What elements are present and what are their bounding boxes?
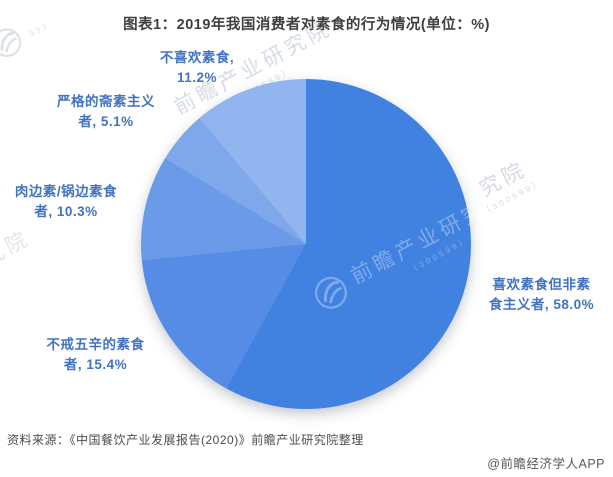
- slice-label-like-but-not-vegetarian: 喜欢素食但非素 食主义者, 58.0%: [488, 277, 595, 312]
- watermark: 究院: [0, 222, 35, 272]
- slice-label-dislike-vegetarian: 不喜欢素食, 11.2%: [159, 50, 235, 85]
- slice-label-meat-edge-vegetarian: 肉边素/锅边素食 者, 10.3%: [14, 184, 118, 219]
- chart-title: 图表1：2019年我国消费者对素食的行为情况(单位：%): [123, 17, 490, 33]
- watermark-code-text: （300599）: [481, 177, 545, 217]
- watermark: 究院 （300599）: [466, 149, 545, 217]
- app-credit: @前瞻经济学人APP: [487, 457, 605, 471]
- watermark-fragment-text: 究院: [0, 226, 35, 271]
- pie-chart: [141, 79, 471, 409]
- data-source-note: 资料来源：《中国餐饮产业发展报告(2020)》前瞻产业研究院整理: [7, 433, 364, 447]
- slice-label-strict-vegetarian: 严格的斋素主义 者, 5.1%: [57, 94, 155, 129]
- watermark-fragment-text: 究院: [475, 157, 531, 202]
- slice-label-five-pungent-vegetarian: 不戒五辛的素食 者, 15.4%: [46, 337, 145, 372]
